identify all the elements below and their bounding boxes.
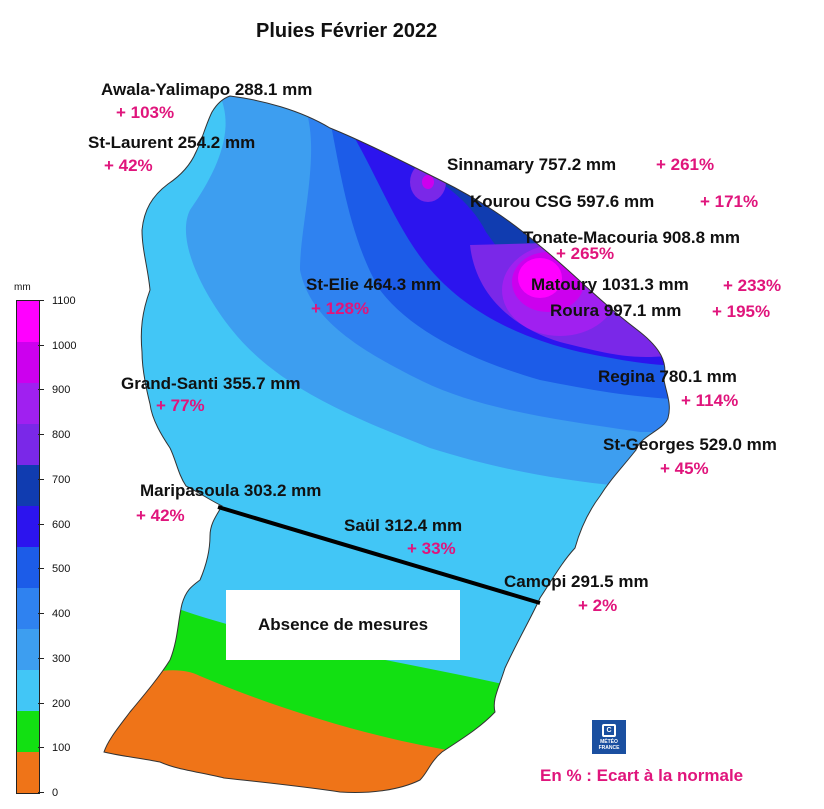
legend-tick-label: 0 [52,787,59,799]
station-camopi-label: Camopi 291.5 mm [504,572,649,591]
station-regina-pct: + 114% [681,391,739,410]
legend-tick-label: 400 [52,608,71,621]
meteo-france-logo: C MÉTÉO FRANCE [592,720,626,754]
legend-tick [38,613,44,615]
zone-1100 [518,258,562,298]
station-kourou-pct: + 171% [700,192,759,211]
legend-segment [17,301,39,342]
station-tonate-pct: + 265% [556,244,615,263]
legend-tick-label: 1100 [52,295,76,307]
legend-tick [38,747,44,749]
legend-segment [17,424,39,465]
station-roura-pct: + 195% [712,302,771,321]
station-stgeorges-pct: + 45% [660,459,709,478]
station-roura-label: Roura 997.1 mm [550,301,682,320]
station-awala-label: Awala-Yalimapo 288.1 mm [101,80,313,99]
legend-tick [38,702,44,704]
legend-tick [38,657,44,659]
legend-tick-label: 1000 [52,339,77,352]
station-sinnamary-label: Sinnamary 757.2 mm [447,155,617,174]
legend-note: En % : Ecart à la normale [540,766,744,785]
legend-tick-label: 500 [52,563,71,576]
map-title: Pluies Février 2022 [256,20,438,42]
legend-segment [17,383,39,424]
station-kourou-label: Kourou CSG 597.6 mm [470,192,655,211]
legend-tick-label: 800 [52,429,71,442]
meteo-france-emblem-icon: C [602,724,616,737]
legend-segment [17,588,39,629]
station-tonate-label: Tonate-Macouria 908.8 mm [523,228,740,247]
zone-0-100 [104,670,480,793]
legend-tick-label: 300 [52,652,71,665]
station-stelie-pct: + 128% [311,299,370,318]
legend-tick [38,434,44,436]
logo-text: MÉTÉO FRANCE [598,739,620,751]
station-maripasoula-pct: + 42% [136,506,185,525]
legend-tick [38,523,44,525]
legend-tick-label: 700 [52,473,71,486]
legend-tick-label: 600 [52,518,71,531]
legend-tick-label: 200 [52,697,71,710]
legend-segment [17,465,39,506]
station-stlaurent-pct: + 42% [104,156,153,175]
station-stlaurent-label: St-Laurent 254.2 mm [88,133,256,152]
legend-segment [17,711,39,752]
legend-segment [17,506,39,547]
station-maripasoula-label: Maripasoula 303.2 mm [140,481,322,500]
station-sinnamary-pct: + 261% [656,155,715,174]
guyane-outline [103,95,670,793]
legend-unit: mm [14,282,31,293]
station-saul-label: Saül 312.4 mm [344,516,463,535]
legend-tick [38,792,44,793]
station-awala-pct: + 103% [116,103,175,122]
legend-colorbar [16,300,40,794]
legend-tick [38,389,44,391]
legend-tick [38,478,44,480]
absence-de-mesures-box: Absence de mesures [226,590,460,660]
legend-segment [17,547,39,588]
measurement-limit-line [217,505,541,605]
absence-label: Absence de mesures [257,615,429,634]
station-stelie-label: St-Elie 464.3 mm [306,275,442,294]
legend-tick [38,300,44,301]
zone-sinnamary-1000 [422,175,434,189]
station-matoury-pct: + 233% [723,276,782,295]
legend-segment [17,670,39,711]
legend-segment [17,342,39,383]
legend-tick-label: 900 [52,384,71,397]
legend-tick [38,344,44,346]
station-matoury-label: Matoury 1031.3 mm [531,275,689,294]
station-stgeorges-label: St-Georges 529.0 mm [603,435,777,454]
station-camopi-pct: + 2% [578,596,618,615]
station-regina-label: Regina 780.1 mm [598,367,737,386]
legend-segment [17,752,39,793]
station-grandsanti-label: Grand-Santi 355.7 mm [121,374,301,393]
legend-tick [38,568,44,570]
legend-segment [17,629,39,670]
station-saul-pct: + 33% [407,539,456,558]
station-grandsanti-pct: + 77% [156,396,205,415]
legend-tick-label: 100 [52,742,71,755]
